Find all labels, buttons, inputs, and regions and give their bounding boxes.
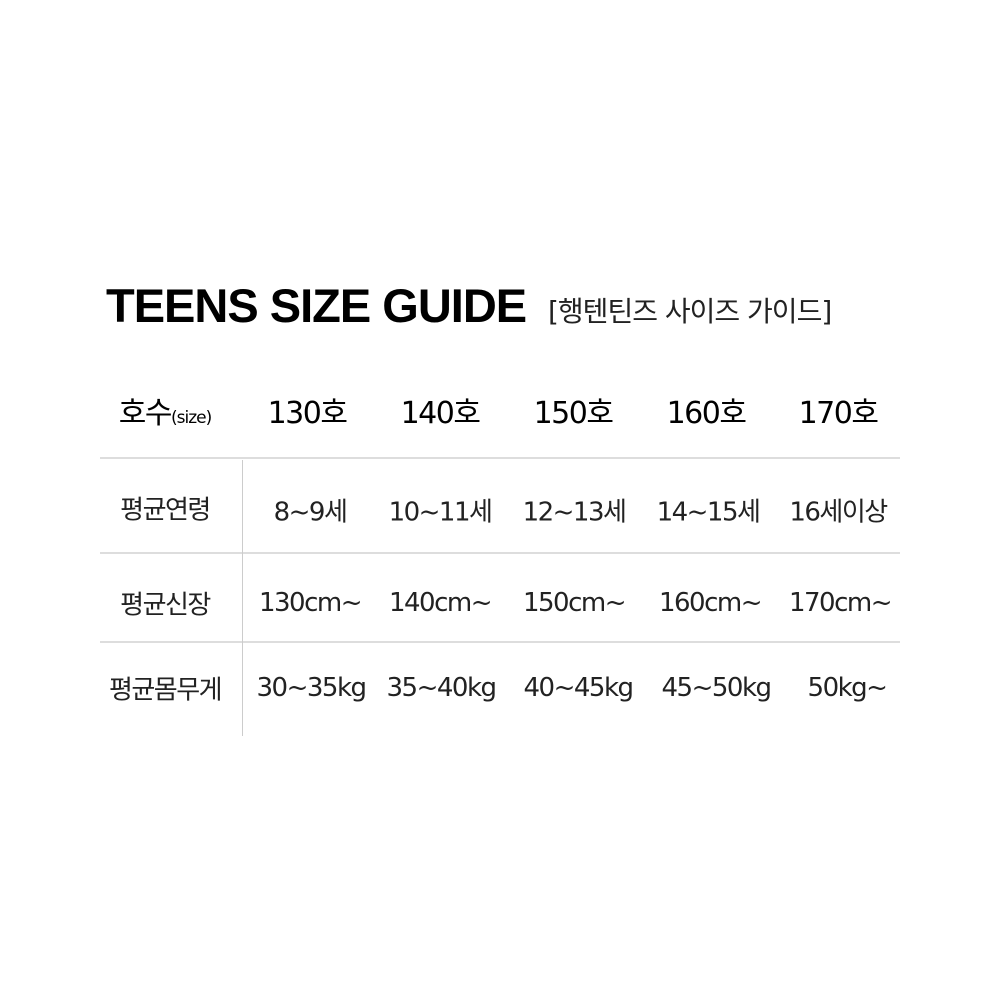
table-cell: 40~45kg: [523, 673, 634, 703]
header-label-suffix: (size): [170, 408, 212, 428]
row-divider: [100, 641, 900, 643]
header-size: 130호: [267, 396, 348, 431]
row-divider: [100, 457, 900, 459]
table-cell: 150cm~: [522, 588, 627, 618]
row-label: 평균신장: [120, 590, 211, 621]
row-label: 평균연령: [120, 495, 211, 526]
table-cell: 14~15세: [656, 497, 761, 528]
table-cell: 140cm~: [388, 588, 493, 618]
header-size: 140호: [400, 396, 481, 431]
table-cell: 45~50kg: [661, 673, 772, 703]
header-size: 170호: [798, 396, 879, 431]
header-label-text: 호수: [118, 396, 173, 431]
table-cell: 16세이상: [789, 497, 888, 528]
table-cell: 10~11세: [388, 497, 493, 528]
table-cell: 130cm~: [258, 588, 363, 618]
table-cell: 12~13세: [522, 497, 627, 528]
table-cell: 35~40kg: [386, 673, 497, 703]
table-cell: 160cm~: [658, 588, 763, 618]
row-label: 평균몸무게: [108, 675, 223, 706]
column-divider: [242, 460, 243, 736]
row-divider: [100, 552, 900, 554]
page-title: TEENS SIZE GUIDE: [106, 279, 527, 332]
page-subtitle: [행텐틴즈 사이즈 가이드]: [548, 295, 832, 328]
table-cell: 30~35kg: [256, 673, 367, 703]
table-cell: 50kg~: [807, 673, 888, 703]
header-size: 150호: [533, 396, 614, 431]
table-cell: 170cm~: [788, 588, 893, 618]
header-size: 160호: [666, 396, 747, 431]
header-label: 호수(size): [118, 388, 212, 432]
table-cell: 8~9세: [273, 497, 348, 528]
